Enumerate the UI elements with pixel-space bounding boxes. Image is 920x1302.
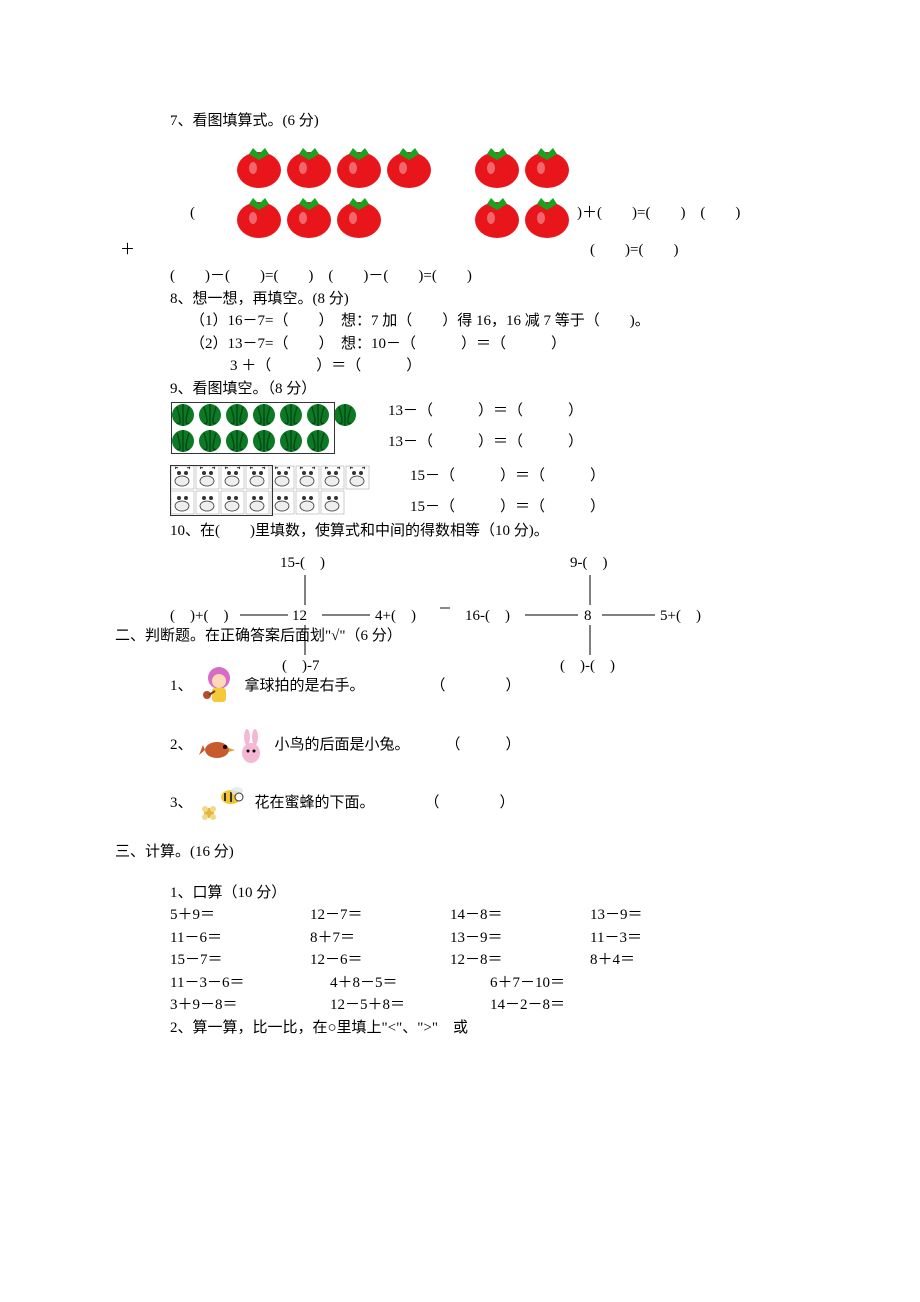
judge2-row: 2、 小鸟的后面是小兔。 （ ） <box>170 725 800 765</box>
calc-r1: 5＋9＝ 12－7＝ 14－8＝ 13－9＝ <box>170 904 800 927</box>
cow-icon <box>270 465 295 490</box>
q8-title: 8、想一想，再填空。(8 分) <box>170 288 800 311</box>
tomato-icon <box>523 190 571 238</box>
melon-eq2: 13－（ ）＝（ ） <box>388 431 583 454</box>
tomato-icon <box>235 140 283 188</box>
melon-border <box>171 402 335 454</box>
melon-figure <box>170 401 358 453</box>
judge3-row: 3、 花在蜜蜂的下面。 （ ） <box>170 783 800 823</box>
open-paren-left: ( <box>120 202 195 225</box>
cross-right-left: 16-( ) <box>465 608 510 624</box>
j3-text: 花在蜜蜂的下面。 <box>255 792 375 815</box>
bird-rabbit-icon <box>199 725 269 765</box>
tomato-icon <box>285 190 333 238</box>
tomato-icon <box>473 190 521 238</box>
center-mark-icon <box>440 607 450 609</box>
q8-line3: 3 ＋（ ）＝（ ） <box>230 355 800 378</box>
calc-cell: 14－2－8＝ <box>490 994 610 1017</box>
q7-title: 7、看图填算式。(6 分) <box>170 110 800 133</box>
section3-title: 三、计算。(16 分) <box>115 841 800 864</box>
j3-paren: （ ） <box>425 792 515 815</box>
cross-left-top: 15-( ) <box>280 555 325 571</box>
calc-cell: 8＋7＝ <box>310 927 410 950</box>
calc-r2: 11－6＝ 8＋7＝ 13－9＝ 11－3＝ <box>170 927 800 950</box>
tomato-icon <box>335 140 383 188</box>
tomato-icon <box>473 140 521 188</box>
tomato-icon <box>335 190 383 238</box>
tomato-bottom-eq: ( )－( )=( ) ( )－( )=( ) <box>170 265 800 288</box>
calc-cell: 8＋4＝ <box>590 949 690 972</box>
cow-icon <box>295 490 320 515</box>
j2-text: 小鸟的后面是小兔。 <box>275 734 410 757</box>
cow-eq2: 15－（ ）＝（ ） <box>410 496 605 519</box>
tomato-icon <box>285 140 333 188</box>
cow-icon <box>345 465 370 490</box>
cross-left-bottom: ( )-7 <box>282 658 320 674</box>
j2-num: 2、 <box>170 734 193 757</box>
cross-right-bottom: ( )-( ) <box>560 658 615 674</box>
calc-r5: 3＋9－8＝ 12－5＋8＝ 14－2－8＝ <box>170 994 800 1017</box>
tomato-row-bottom: ( )＋( )=( ) ( ) <box>120 189 800 239</box>
cross-left-center: 12 <box>292 608 307 624</box>
cow-figure <box>170 465 370 515</box>
calc-cell: 11－3－6＝ <box>170 972 290 995</box>
s3-sub2: 2、算一算，比一比，在○里填上"<"、">" 或 <box>170 1017 800 1040</box>
calc-cell: 6＋7－10＝ <box>490 972 610 995</box>
tomato-eq-right-bot: ( )=( ) <box>590 239 678 262</box>
bee-flower-icon <box>199 783 249 823</box>
cross-svg: 15-( ) 12 ( )+( ) 4+( ) ( )-7 9-( ) 8 16… <box>170 545 750 705</box>
tomato-icon <box>385 140 433 188</box>
cross-left-right: 4+( ) <box>375 608 416 624</box>
cow-icon <box>320 465 345 490</box>
melon-eq1: 13－（ ）＝（ ） <box>388 400 583 423</box>
cow-icon <box>295 465 320 490</box>
j3-num: 3、 <box>170 792 193 815</box>
tomato-icon <box>523 140 571 188</box>
tomato-icon <box>235 190 283 238</box>
calc-r4: 11－3－6＝ 4＋8－5＝ 6＋7－10＝ <box>170 972 800 995</box>
cross-left-left: ( )+( ) <box>170 608 228 624</box>
calc-cell: 5＋9＝ <box>170 904 270 927</box>
cross-right-top: 9-( ) <box>570 555 608 571</box>
q10-title: 10、在( )里填数，使算式和中间的得数相等（10 分)。 <box>170 520 800 543</box>
calc-cell: 15－7＝ <box>170 949 270 972</box>
calc-r3: 15－7＝ 12－6＝ 12－8＝ 8＋4＝ <box>170 949 800 972</box>
calc-cell: 12－7＝ <box>310 904 410 927</box>
cross-right-center: 8 <box>584 608 592 624</box>
tomato-row-top <box>235 139 800 189</box>
calc-cell: 14－8＝ <box>450 904 550 927</box>
calc-cell: 11－6＝ <box>170 927 270 950</box>
calc-cell: 12－6＝ <box>310 949 410 972</box>
j2-paren: （ ） <box>446 734 521 757</box>
calc-cell: 12－8＝ <box>450 949 550 972</box>
melon-icon <box>332 401 358 427</box>
calc-cell: 4＋8－5＝ <box>330 972 450 995</box>
cow-icon <box>320 490 345 515</box>
cow-border <box>170 465 273 516</box>
tomato-group-tr <box>473 140 571 188</box>
tomato-group-tl <box>235 140 433 188</box>
cow-eq1: 15－（ ）＝（ ） <box>410 465 605 488</box>
calc-cell: 3＋9－8＝ <box>170 994 290 1017</box>
calc-cell: 11－3＝ <box>590 927 690 950</box>
cross-diagram: 15-( ) 12 ( )+( ) 4+( ) ( )-7 9-( ) 8 16… <box>170 545 800 675</box>
tomato-group-br <box>473 190 571 238</box>
tomato-group-bl <box>235 190 383 238</box>
q8-line2: （2）13－7=（ ） 想：10－（ ）＝（ ） <box>190 333 800 356</box>
calc-cell: 13－9＝ <box>450 927 550 950</box>
q9-title: 9、看图填空。（8 分） <box>170 378 800 401</box>
cross-right-right: 5+( ) <box>660 608 701 624</box>
q8-line1: （1）16－7=（ ） 想：7 加（ ）得 16，16 减 7 等于（ )。 <box>190 310 800 333</box>
tomato-eq-right-top: )＋( )=( ) ( ) <box>577 202 740 225</box>
calc-cell: 12－5＋8＝ <box>330 994 450 1017</box>
s3-sub1: 1、口算（10 分） <box>170 882 800 905</box>
plus-left: ＋ <box>120 239 135 262</box>
cow-icon <box>270 490 295 515</box>
calc-cell: 13－9＝ <box>590 904 690 927</box>
